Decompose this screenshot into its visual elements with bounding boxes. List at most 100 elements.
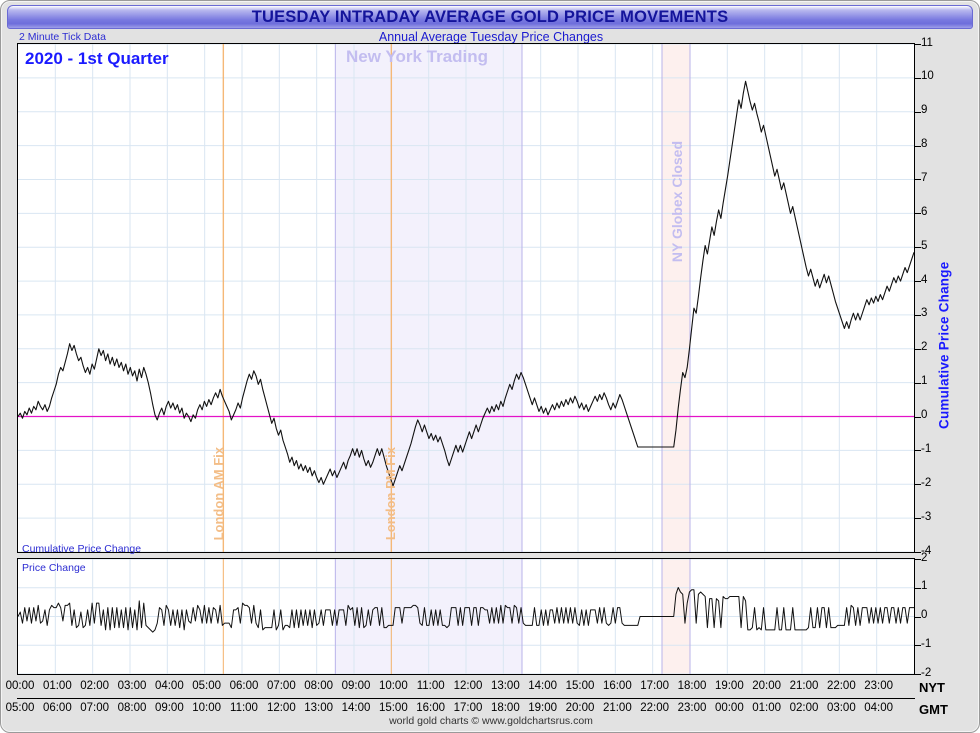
y-tick-label: 0 <box>921 409 928 422</box>
x-tick-label-gmt: 14:00 <box>341 702 371 714</box>
ny-globex-closed-label: NY Globex Closed <box>669 141 685 263</box>
y-tick-label: 7 <box>921 171 928 184</box>
tick-data-note: 2 Minute Tick Data <box>19 31 106 43</box>
x-tick-label-nyt: 03:00 <box>117 680 147 692</box>
y-tick-label: -4 <box>921 544 932 557</box>
x-tick-label-nyt: 08:00 <box>304 680 334 692</box>
y-tick-label: 10 <box>921 70 934 83</box>
footer-credit: world gold charts © www.goldchartsrus.co… <box>389 715 593 727</box>
x-tick-label-nyt: 00:00 <box>5 680 35 692</box>
timezone-label-nyt: NYT <box>919 680 945 695</box>
x-tick-label-nyt: 04:00 <box>154 680 184 692</box>
x-tick-label-nyt: 05:00 <box>192 680 222 692</box>
london-am-fix-label: London AM Fix <box>211 447 226 541</box>
x-tick-label-gmt: 03:00 <box>826 702 856 714</box>
x-tick-label-gmt: 05:00 <box>5 702 35 714</box>
y-tick-mark-lower <box>915 559 921 560</box>
y-axis-title: Cumulative Price Change <box>936 261 952 429</box>
y-tick-mark <box>915 484 921 486</box>
x-tick-label-gmt: 19:00 <box>528 702 558 714</box>
x-tick-label-gmt: 00:00 <box>714 702 744 714</box>
x-tick-label-nyt: 17:00 <box>640 680 670 692</box>
x-tick-label-nyt: 09:00 <box>341 680 371 692</box>
x-tick-label-nyt: 13:00 <box>490 680 520 692</box>
x-tick-label-gmt: 08:00 <box>117 702 147 714</box>
x-tick-label-gmt: 13:00 <box>304 702 334 714</box>
x-tick-label-nyt: 16:00 <box>602 680 632 692</box>
chart-subtitle-text: Annual Average Tuesday Price Changes <box>378 30 604 45</box>
y-tick-mark-lower <box>915 674 921 675</box>
london-pm-fix-label: London PM Fix <box>383 447 398 541</box>
y-tick-mark-lower <box>915 645 921 647</box>
cumulative-series-canvas <box>18 44 914 552</box>
x-tick-label-gmt: 11:00 <box>230 702 258 714</box>
quarter-label: 2020 - 1st Quarter <box>25 49 169 68</box>
x-tick-label-nyt: 22:00 <box>826 680 856 692</box>
y-tick-mark <box>915 111 921 113</box>
y-tick-mark <box>915 145 921 147</box>
y-tick-label: 1 <box>921 375 928 388</box>
y-tick-label: 3 <box>921 307 928 320</box>
y-tick-mark <box>915 77 921 79</box>
price-change-plot <box>17 558 915 675</box>
y-tick-mark <box>915 314 921 316</box>
y-tick-label: -1 <box>921 442 932 455</box>
y-tick-mark <box>915 348 921 350</box>
x-tick-label-gmt: 06:00 <box>42 702 72 714</box>
x-tick-label-nyt: 20:00 <box>752 680 782 692</box>
y-tick-label: -2 <box>921 476 932 489</box>
x-tick-label-nyt: 06:00 <box>229 680 259 692</box>
time-axis-nyt: 00:00 01:00 02:00 03:00 04:00 05:00 06:00 07:00… <box>1 680 979 698</box>
y-tick-mark <box>915 247 921 249</box>
x-tick-label-gmt: 02:00 <box>789 702 819 714</box>
y-tick-label: 9 <box>921 104 928 117</box>
x-tick-label-nyt: 07:00 <box>266 680 296 692</box>
x-tick-label-gmt: 17:00 <box>453 702 483 714</box>
x-tick-label-nyt: 12:00 <box>453 680 483 692</box>
x-tick-label-gmt: 18:00 <box>490 702 520 714</box>
x-tick-label-gmt: 15:00 <box>378 702 408 714</box>
panel-label-cumulative: Cumulative Price Change <box>22 543 142 555</box>
x-tick-label-gmt: 01:00 <box>752 702 782 714</box>
y-tick-label-lower: -2 <box>921 666 932 679</box>
x-tick-label-gmt: 22:00 <box>640 702 670 714</box>
y-tick-label: 5 <box>921 239 928 252</box>
y-tick-label-lower: 2 <box>921 551 928 564</box>
x-tick-label-gmt: 23:00 <box>677 702 707 714</box>
y-tick-label: 6 <box>921 205 928 218</box>
time-axis-divider <box>17 698 915 699</box>
y-tick-mark <box>915 518 921 520</box>
y-tick-mark <box>915 450 921 452</box>
y-tick-mark <box>915 552 921 553</box>
x-tick-label-nyt: 10:00 <box>378 680 408 692</box>
y-tick-mark-lower <box>915 587 921 589</box>
y-tick-mark <box>915 382 921 384</box>
y-tick-mark-lower <box>915 616 921 618</box>
x-tick-label-nyt: 23:00 <box>864 680 894 692</box>
y-tick-label: -3 <box>921 510 932 523</box>
ny-trading-label: New York Trading <box>346 47 489 66</box>
x-tick-label-nyt: 19:00 <box>714 680 744 692</box>
panel-label-change: Price Change <box>22 562 86 574</box>
y-tick-mark <box>915 179 921 181</box>
x-tick-label-nyt: 01:00 <box>42 680 72 692</box>
x-tick-label-nyt: 18:00 <box>677 680 707 692</box>
timezone-label-gmt: GMT <box>919 702 948 717</box>
x-tick-label-gmt: 07:00 <box>80 702 110 714</box>
y-tick-label-lower: 0 <box>921 609 928 621</box>
y-tick-label-lower: -1 <box>921 637 932 650</box>
cumulative-price-change-plot <box>17 43 915 553</box>
x-tick-label-gmt: 16:00 <box>416 702 446 714</box>
y-tick-label: 2 <box>921 341 928 354</box>
x-tick-label-gmt: 20:00 <box>565 702 595 714</box>
x-tick-label-nyt: 21:00 <box>789 680 819 692</box>
y-tick-label-lower: 1 <box>921 580 928 593</box>
x-tick-label-nyt: 11:00 <box>416 680 445 692</box>
y-tick-label: 4 <box>921 273 928 286</box>
y-tick-mark <box>915 44 921 45</box>
x-tick-label-gmt: 10:00 <box>192 702 222 714</box>
time-axis-gmt: 05:00 06:00 07:00 08:00 09:00 10:00 11:00 12:00… <box>1 702 979 720</box>
y-tick-mark <box>915 416 921 418</box>
x-tick-label-gmt: 04:00 <box>864 702 894 714</box>
